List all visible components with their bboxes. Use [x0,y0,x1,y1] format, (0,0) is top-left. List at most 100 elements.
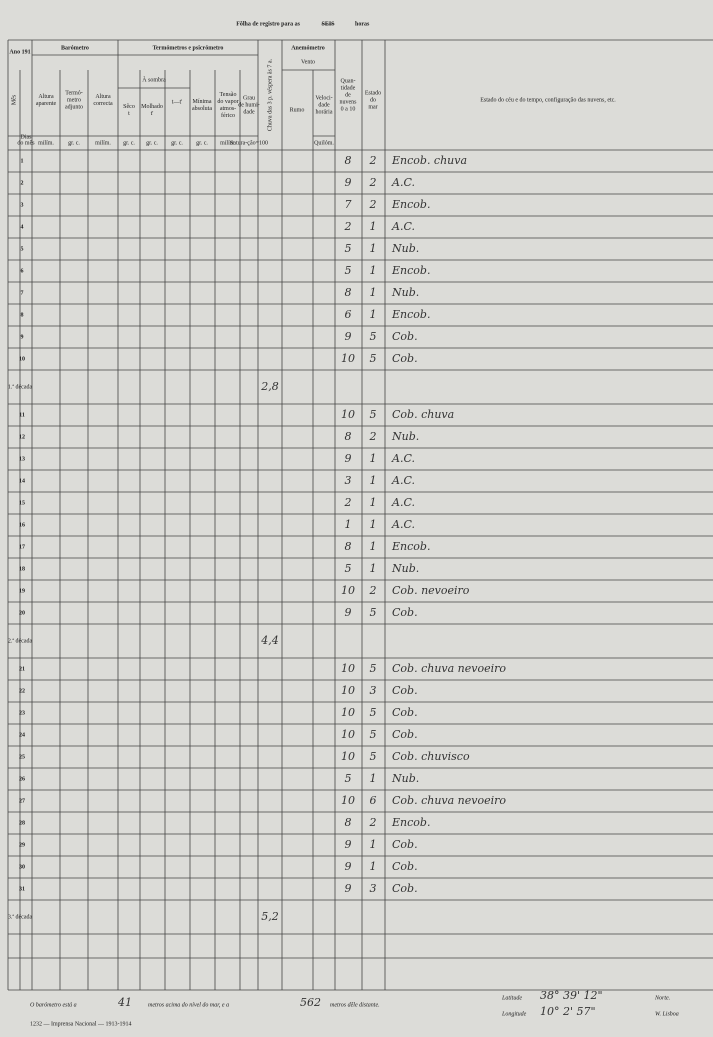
thermo-header: Termómetros e psicrómetro [153,45,224,51]
clouds-value: 9 [345,882,352,895]
year: Ano 191 [9,49,30,55]
lon-label: Longitude [501,1011,527,1017]
unit: milím. [220,140,236,146]
sea-value: 2 [369,584,377,597]
unit: Satura-ção=100 [230,140,268,146]
sea-value: 1 [370,496,377,509]
month: Mês [11,94,17,105]
clouds-value: 8 [345,286,352,299]
day: 8 [21,312,24,318]
decade-rain: 5,2 [261,910,279,923]
clouds-value: 10 [341,706,355,719]
day: 15 [19,500,25,506]
days-header: do mês [17,140,35,146]
sky-value: A.C. [391,496,415,509]
sea-value: 3 [370,882,377,895]
sea-value: 1 [370,264,377,277]
baro-note: O barómetro está a [30,1002,77,1008]
lon-dir: W. Lisboa [655,1011,679,1017]
baro-note: metros dêle distante. [330,1002,380,1008]
day: 22 [19,688,25,694]
clouds-value: 8 [345,540,352,553]
sky-value: A.C. [391,518,415,531]
decade-label: 3.ª década [8,914,33,920]
day: 3 [21,202,24,208]
sky-header: Estado do céu e do tempo, configuração d… [480,96,616,103]
day: 1 [21,158,24,164]
sea-value: 1 [370,452,377,465]
decade-rain: 4,4 [260,634,279,647]
clouds-value: 8 [345,816,352,829]
day: 27 [19,798,25,804]
day: 29 [19,842,25,848]
sea-value: 2 [369,430,377,443]
sea-value: 5 [370,662,377,675]
baro-thermo: metro [67,97,81,103]
clouds-value: 5 [345,242,352,255]
day: 21 [19,666,25,672]
wind: Vento [301,59,315,65]
clouds-value: 5 [345,772,352,785]
vapour: do vapor [217,99,238,105]
vapour: Tensão [220,92,237,98]
sea-value: 1 [370,860,377,873]
sea-value: 5 [370,728,377,741]
baro-apparent: aparente [36,101,57,107]
sky-value: Encob. [391,816,430,829]
sky-value: A.C. [391,220,415,233]
clouds-value: 2 [344,496,352,509]
clouds: nuvens [340,99,358,105]
sky-value: Nub. [391,772,419,785]
clouds: de [345,92,351,98]
sea-value: 5 [370,352,377,365]
lat-label: Latitude [501,995,522,1001]
clouds-value: 8 [345,154,352,167]
sea-value: 1 [370,308,377,321]
clouds-value: 7 [345,198,352,211]
sky-value: Cob. [392,860,418,873]
day: 24 [19,732,25,738]
sky-value: Nub. [391,242,419,255]
sea-value: 5 [370,750,377,763]
vapour: férico [221,112,235,119]
decade-label: 1.ª década [8,384,33,390]
clouds-value: 2 [344,220,352,233]
clouds-value: 10 [341,662,355,675]
clouds-value: 9 [345,606,352,619]
dry: t [128,111,130,117]
unit: gr. c. [171,140,183,146]
day: 23 [19,710,25,716]
sky-value: A.C. [391,452,415,465]
sky-value: Cob. [392,330,418,343]
clouds-value: 5 [345,264,352,277]
day: 10 [19,356,25,362]
day: 5 [21,246,24,252]
clouds-value: 10 [341,352,355,365]
day: 7 [21,290,24,296]
barometer-header: Barómetro [61,45,89,51]
day: 18 [19,566,25,572]
clouds-value: 8 [345,430,352,443]
sky-value: Cob. [392,606,418,619]
sky-value: Cob. [392,352,418,365]
sea-value: 2 [369,816,377,829]
sea: do [370,97,376,103]
day: 26 [19,776,25,782]
sky-value: Encob. [391,264,430,277]
sea-value: 1 [370,772,377,785]
minimum: absoluta [192,106,212,112]
clouds-value: 10 [341,684,355,697]
day: 13 [19,456,25,462]
wet: Molhado [141,104,163,110]
sea-value: 1 [370,838,377,851]
baro-height: 41 [117,996,132,1009]
dry: Sêco [123,104,135,110]
day: 9 [21,334,24,340]
clouds: 0 a 10 [341,106,356,112]
days-header: Dias [21,134,33,140]
sea: Estado [365,90,381,96]
decade-rain: 2,8 [260,380,279,393]
sky-value: Cob. chuva [392,408,454,421]
sea-value: 1 [370,474,377,487]
